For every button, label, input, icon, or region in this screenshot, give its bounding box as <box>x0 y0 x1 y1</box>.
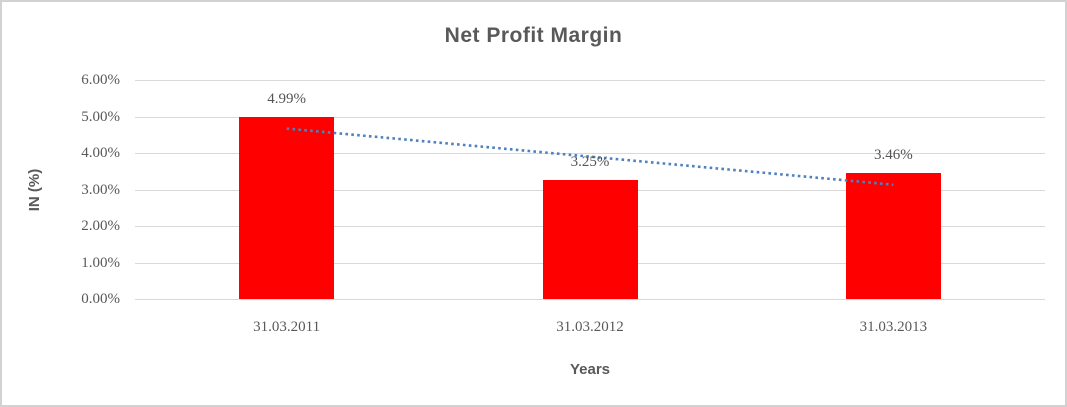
x-category-label: 31.03.2012 <box>556 319 624 335</box>
bar-data-label: 3.46% <box>873 146 913 163</box>
y-tick-label: 0.00% <box>81 291 120 307</box>
y-tick-label: 6.00% <box>81 72 120 88</box>
chart-title: Net Profit Margin <box>444 24 623 47</box>
y-tick-label: 5.00% <box>81 108 120 125</box>
plot-area <box>135 80 1045 300</box>
y-tick-label: 2.00% <box>81 218 120 234</box>
y-tick-label: 4.00% <box>81 145 120 161</box>
bar-31.03.2011 <box>239 116 335 299</box>
y-tick-label: 1.00% <box>81 254 120 271</box>
x-category-label: 31.03.2013 <box>859 319 928 335</box>
x-axis-title: Years <box>569 361 611 378</box>
gridline <box>135 80 1045 81</box>
gridline <box>135 299 1045 300</box>
x-category-label: 31.03.2011 <box>253 319 321 335</box>
bar-31.03.2012 <box>542 180 638 299</box>
bar-data-label: 3.25% <box>570 154 610 171</box>
y-axis-title: IN (%) <box>26 168 43 212</box>
bar-31.03.2013 <box>845 172 941 299</box>
gridline <box>135 116 1045 118</box>
y-tick-label: 3.00% <box>81 181 120 198</box>
bar-data-label: 4.99% <box>267 90 307 107</box>
